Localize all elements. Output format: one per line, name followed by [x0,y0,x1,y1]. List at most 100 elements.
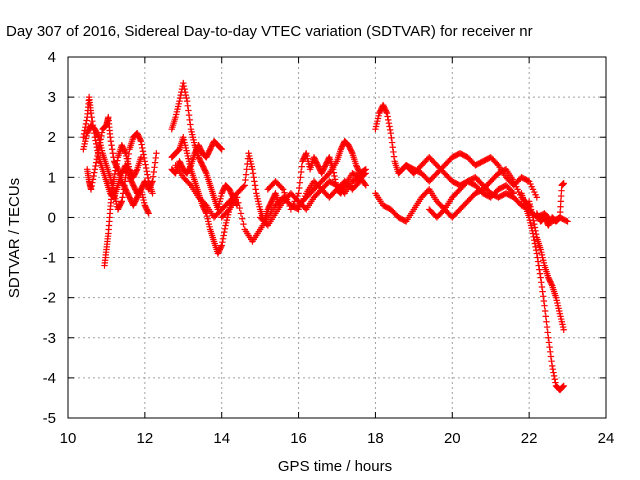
data-point [531,220,538,228]
data-point [546,343,553,351]
data-point [107,134,114,141]
data-point [137,138,145,145]
axis-ticks [67,56,607,419]
data-point [153,150,160,157]
data-point [331,172,338,180]
y-tick-label: -5 [43,410,56,427]
data-point [150,168,158,176]
x-tick-label: 10 [60,430,77,447]
data-point [390,148,397,156]
data-point [536,266,543,273]
data-point [249,166,256,173]
data-point [564,218,571,225]
data-point [532,247,540,254]
data-point [97,136,104,143]
data-point [98,129,106,136]
data-point [559,384,566,391]
series-track-11 [295,138,370,209]
data-point [549,365,557,373]
data-point [217,144,224,152]
data-point [202,208,209,216]
data-point [151,159,159,166]
data-point [250,174,257,181]
data-point [91,169,98,176]
y-tick-label: 1 [48,169,56,186]
data-point [252,186,259,193]
data-point [242,171,250,178]
data-point [560,180,567,187]
data-point [181,85,188,93]
data-point [285,199,292,206]
data-point [532,227,539,235]
data-point [89,179,96,186]
series-track-18 [525,198,567,333]
series-track-5 [168,79,237,213]
data-point [183,94,190,102]
data-point [176,94,184,102]
data-point [296,184,303,192]
y-tick-label: 0 [48,209,56,226]
data-point [544,329,551,336]
data-point [185,107,192,114]
data-point [242,176,249,184]
data-point [149,190,156,197]
data-point [541,302,548,309]
data-point [556,214,564,221]
data-point [330,169,337,176]
data-point [176,97,183,105]
data-point [182,91,190,99]
data-point [88,113,95,121]
data-point [109,150,117,157]
data-point [233,194,241,201]
data-point [237,210,245,217]
data-point [218,242,225,249]
data-point [224,207,232,214]
data-point [550,369,557,376]
data-point [145,210,152,217]
data-point [539,288,546,295]
data-point [184,102,191,110]
series-track-15 [402,150,541,201]
data-point [251,178,258,185]
y-tick-label: -2 [43,290,56,307]
data-point [538,279,545,286]
x-tick-label: 18 [367,430,384,447]
data-point [117,199,125,206]
data-point [83,117,90,124]
data-point [138,141,145,148]
plot-frame [67,56,607,419]
data-point [94,152,101,160]
data-point [551,376,558,383]
data-point [532,230,540,238]
data-point [183,97,191,105]
data-point [218,146,225,153]
data-point [108,142,115,149]
data-point [385,119,393,127]
data-point [388,134,395,142]
data-point [387,130,394,137]
data-point [133,167,140,174]
data-point [186,116,193,124]
data-point [251,182,259,189]
data-point [202,168,209,176]
data-point [82,120,90,128]
data-point [112,167,119,174]
data-point [542,313,549,320]
data-point [92,159,100,166]
x-tick-label: 24 [598,430,615,447]
data-point [296,179,304,186]
data-point [107,138,115,145]
data-point [137,154,145,161]
data-point [331,176,339,183]
series-track-12 [256,178,364,229]
data-point [89,176,97,183]
data-point [541,307,549,315]
data-point [540,297,548,305]
data-point [89,117,96,125]
data-point [388,139,396,146]
data-point [92,137,99,144]
data-point [152,154,159,162]
data-point [123,169,130,176]
data-point [236,204,243,212]
data-point [92,162,99,170]
